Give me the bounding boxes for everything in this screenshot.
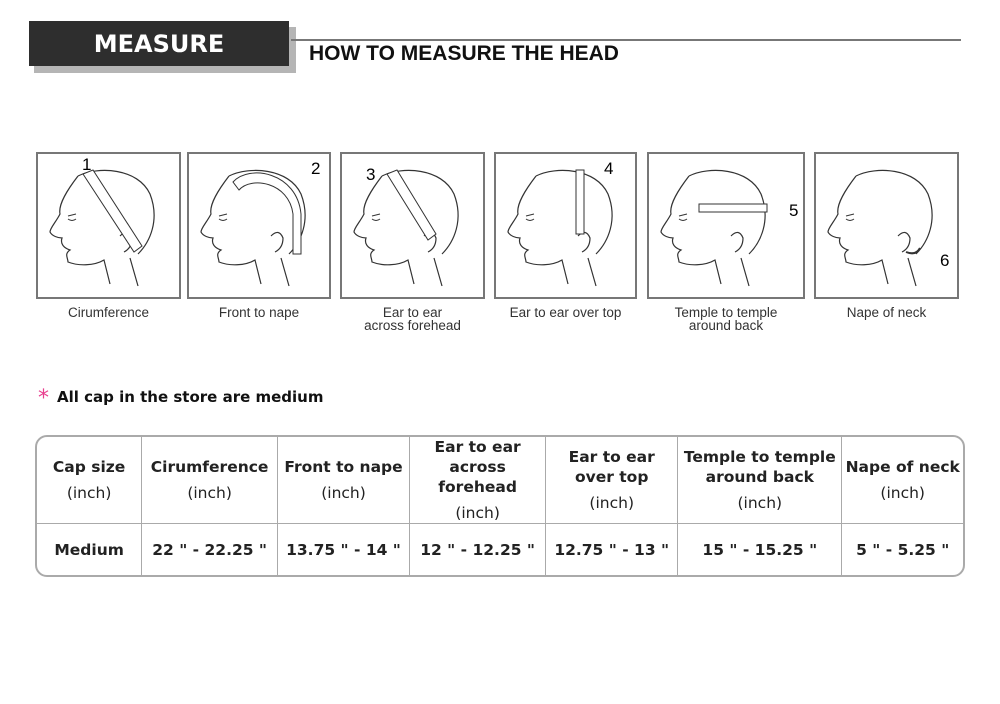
table-cell: 5 " - 5.25 "	[841, 523, 963, 575]
medium-note: * All cap in the store are medium	[38, 384, 324, 411]
panel-number: 5	[789, 201, 798, 220]
panel-caption: Temple to temple around back	[647, 305, 805, 333]
panel-caption: Nape of neck	[814, 305, 959, 320]
header-label: Cirumference	[150, 458, 269, 476]
header-label: Front to nape	[284, 458, 403, 476]
header-label: Nape of neck	[845, 458, 960, 476]
page-title: HOW TO MEASURE THE HEAD	[309, 42, 619, 65]
head-illustration-icon: 6	[827, 169, 949, 287]
header-unit: (inch)	[321, 484, 366, 502]
panel-caption: Ear to ear across forehead	[340, 305, 485, 333]
caption-line: Ear to ear over top	[509, 305, 622, 320]
caption-line: Nape of neck	[846, 305, 927, 320]
header-unit: (inch)	[187, 484, 232, 502]
head-illustration-icon: 5	[660, 169, 798, 287]
header-label: Cap size	[52, 458, 126, 476]
head-illustration-icon: 4	[507, 159, 613, 287]
header-unit: (inch)	[66, 484, 112, 502]
header-unit: (inch)	[880, 484, 925, 502]
column-header: Ear to ear across forehead (inch)	[408, 437, 547, 524]
note-text: All cap in the store are medium	[57, 387, 324, 406]
header-unit: (inch)	[589, 494, 634, 512]
table-cell: 22 " - 22.25 "	[141, 523, 279, 575]
column-header: Front to nape (inch)	[277, 437, 410, 524]
table-cell: 12.75 " - 13 "	[545, 523, 679, 575]
measure-panel-1: 1	[36, 152, 181, 299]
table-row: Medium 22 " - 22.25 " 13.75 " - 14 " 12 " -…	[37, 523, 963, 575]
caption-line: Temple to temple	[674, 305, 778, 320]
panel-number: 6	[940, 251, 949, 270]
caption-line: Ear to ear	[382, 305, 443, 320]
measure-panel-6: 6	[814, 152, 959, 299]
measure-badge: MEASURE	[29, 21, 289, 66]
column-header: Cap size (inch)	[37, 437, 143, 524]
panel-number: 1	[82, 155, 91, 174]
star-icon: *	[38, 386, 49, 411]
header-unit: (inch)	[737, 494, 783, 512]
column-header: Temple to temple around back (inch)	[677, 437, 843, 524]
caption-line: Front to nape	[218, 305, 300, 320]
header-label: Temple to temple around back	[683, 448, 836, 486]
panel-number: 2	[311, 159, 320, 178]
column-header: Ear to ear over top (inch)	[545, 437, 679, 524]
panel-caption: Cirumference	[36, 305, 181, 320]
panel-number: 3	[366, 165, 375, 184]
panel-caption: Front to nape	[187, 305, 331, 320]
measure-panel-3: 3	[340, 152, 485, 299]
header-label: Ear to ear across forehead	[434, 438, 521, 496]
size-table: Cap size (inch) Cirumference (inch) Front to…	[35, 435, 965, 577]
column-header: Nape of neck (inch)	[841, 437, 963, 524]
caption-line: across forehead	[364, 318, 461, 333]
table-cell: 12 " - 12.25 "	[408, 523, 547, 575]
caption-line: Cirumference	[67, 305, 150, 320]
column-header: Cirumference (inch)	[141, 437, 279, 524]
header-unit: (inch)	[455, 504, 500, 522]
caption-line: around back	[688, 318, 764, 333]
head-illustration-icon: 3	[353, 165, 459, 287]
table-cell: 15 " - 15.25 "	[677, 523, 843, 575]
panel-number: 4	[604, 159, 613, 178]
table-header-row: Cap size (inch) Cirumference (inch) Front to…	[37, 437, 963, 524]
table-cell: Medium	[37, 523, 143, 575]
measure-panel-4: 4	[494, 152, 637, 299]
table-cell: 13.75 " - 14 "	[277, 523, 410, 575]
header-rule	[291, 39, 961, 41]
header-label: Ear to ear over top	[568, 448, 655, 486]
head-illustration-icon: 1	[49, 155, 155, 287]
head-illustration-icon: 2	[200, 159, 320, 287]
measure-panel-2: 2	[187, 152, 331, 299]
measure-panel-5: 5	[647, 152, 805, 299]
panel-caption: Ear to ear over top	[494, 305, 637, 320]
